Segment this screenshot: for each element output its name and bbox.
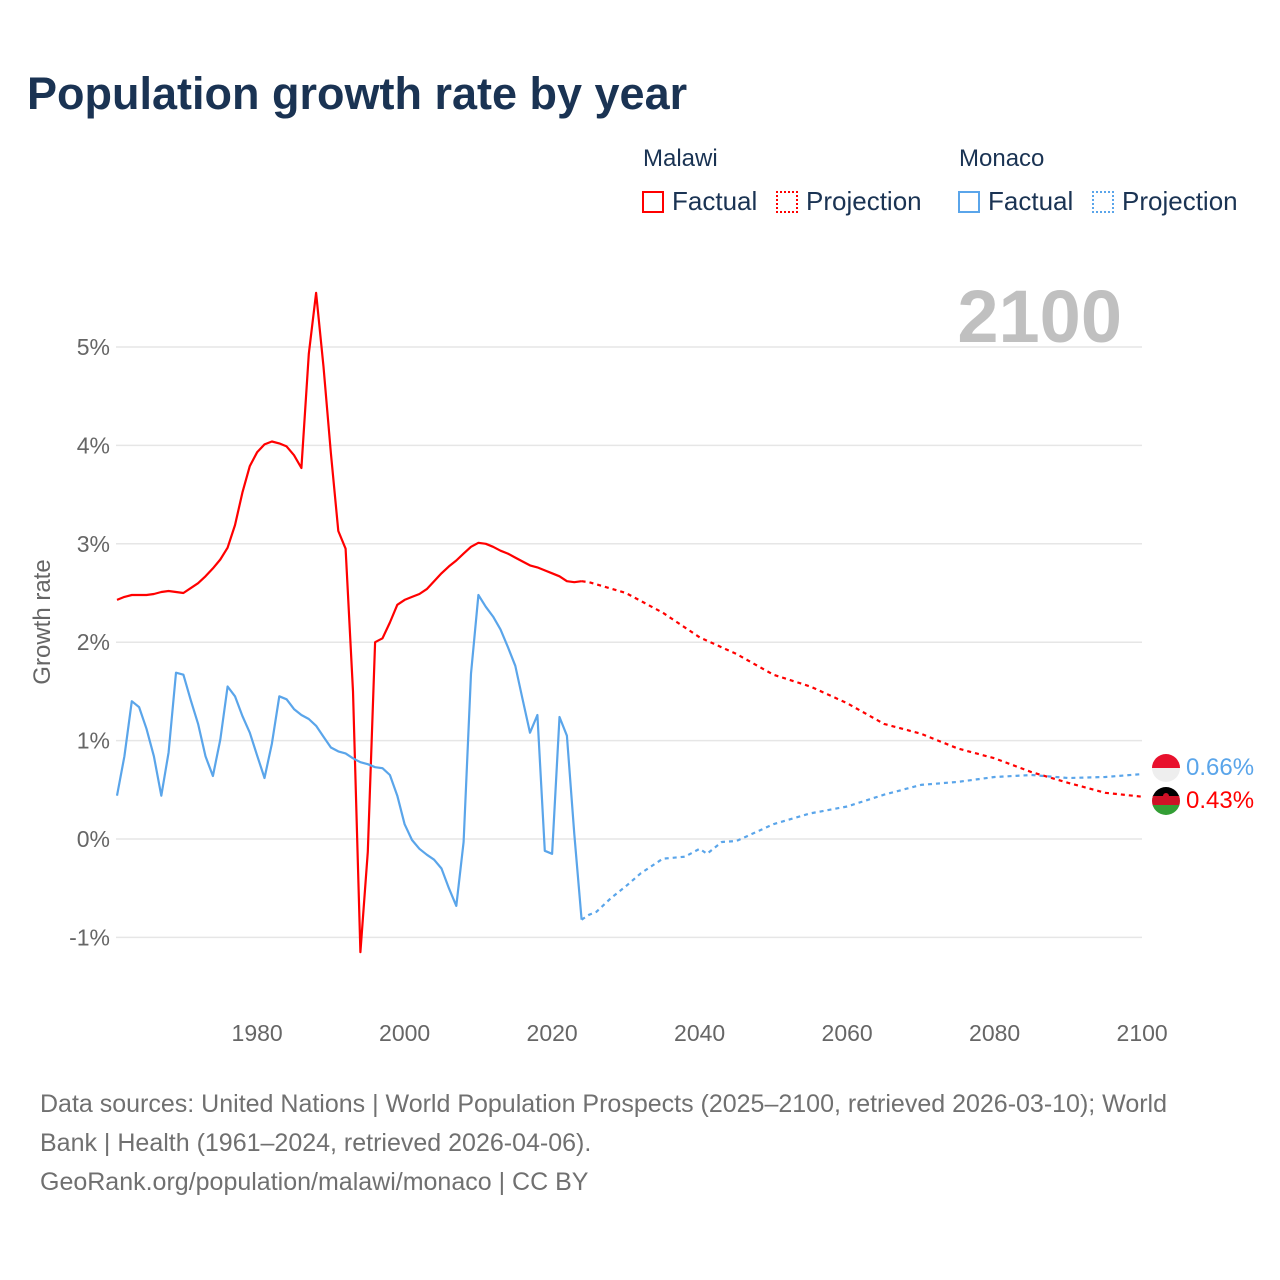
- malawi-flag-icon: [1152, 787, 1180, 815]
- x-tick-label: 1980: [232, 1020, 283, 1046]
- y-tick-label: -1%: [69, 924, 110, 950]
- monaco-end-label: 0.66%: [1186, 754, 1254, 781]
- chart-title: Population growth rate by year: [27, 68, 688, 119]
- legend-monaco-factual[interactable]: Factual: [958, 186, 1073, 217]
- year-display: 2100: [957, 275, 1122, 358]
- malawi-projection-line: [581, 580, 1143, 798]
- monaco-projection-line: [580, 773, 1143, 921]
- y-tick-label: 0%: [77, 826, 110, 852]
- y-tick-label: 1%: [77, 728, 110, 754]
- y-tick-label: 3%: [77, 531, 110, 557]
- legend-swatch-dotted: [1092, 190, 1114, 213]
- x-tick-label: 2000: [379, 1020, 430, 1046]
- y-tick-label: 5%: [77, 334, 110, 360]
- x-tick-label: 2040: [674, 1020, 725, 1046]
- legend-label: Projection: [806, 186, 922, 216]
- legend-malawi-projection[interactable]: Projection: [776, 186, 922, 217]
- y-tick-label: 4%: [77, 432, 110, 458]
- y-tick-label: 2%: [77, 629, 110, 655]
- legend-swatch-dotted: [776, 190, 798, 213]
- monaco-flag-icon: [1152, 754, 1180, 768]
- legend-label: Factual: [672, 186, 758, 216]
- legend-swatch-solid: [958, 190, 980, 213]
- monaco-factual-line: [115, 593, 583, 920]
- y-axis-label: Growth rate: [29, 559, 56, 684]
- x-tick-label: 2080: [969, 1020, 1020, 1046]
- malawi-end-label: 0.43%: [1186, 787, 1254, 814]
- legend-label: Projection: [1122, 186, 1238, 216]
- footer-sources-line1: Data sources: United Nations | World Pop…: [40, 1090, 1168, 1118]
- legend-group-malawi: Malawi: [643, 145, 718, 172]
- x-tick-label: 2100: [1117, 1020, 1168, 1046]
- legend-malawi-factual[interactable]: Factual: [642, 186, 757, 217]
- legend-swatch-solid: [642, 190, 664, 213]
- malawi-factual-line: [116, 291, 582, 954]
- legend-monaco-projection[interactable]: Projection: [1092, 186, 1238, 217]
- legend-label: Factual: [988, 186, 1074, 216]
- malawi-end-marker: 0.43%: [1152, 787, 1254, 815]
- footer-attribution[interactable]: GeoRank.org/population/malawi/monaco | C…: [40, 1168, 589, 1196]
- monaco-end-marker: 0.66%: [1152, 754, 1254, 782]
- x-tick-label: 2060: [822, 1020, 873, 1046]
- footer-sources-line2: Bank | Health (1961–2024, retrieved 2026…: [40, 1129, 592, 1157]
- legend-group-monaco: Monaco: [959, 145, 1045, 172]
- x-tick-label: 2020: [527, 1020, 578, 1046]
